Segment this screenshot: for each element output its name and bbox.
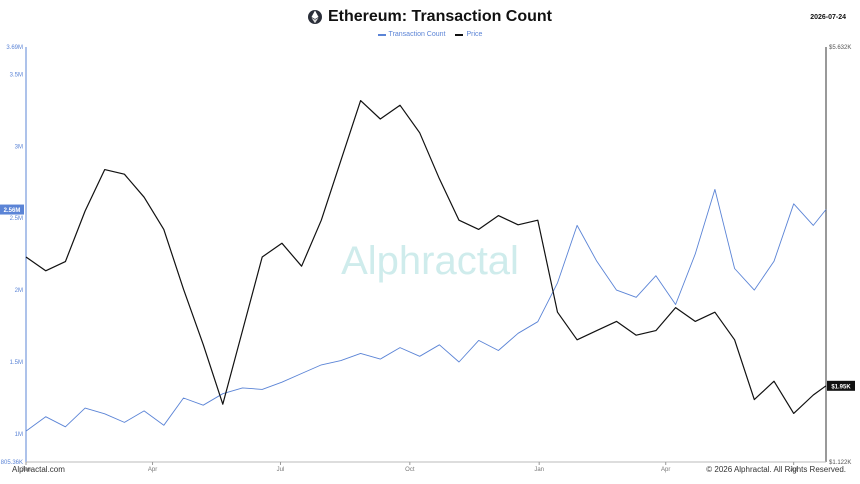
axes	[25, 47, 827, 463]
y-left-tick-label: 2M	[15, 288, 23, 294]
legend-item-transactions[interactable]: Transaction Count	[377, 31, 446, 38]
current-value-label-right: $1.95K	[831, 384, 851, 390]
footer-copyright: © 2026 Alphractal. All Rights Reserved.	[706, 465, 846, 474]
series-line-transactions[interactable]	[25, 188, 827, 432]
legend-swatch-price	[455, 33, 464, 36]
legend-label-transactions: Transaction Count	[388, 31, 446, 38]
watermark-text: Alphractal	[341, 239, 519, 283]
y-right-tick-label: $5.632K	[829, 45, 851, 51]
x-tick-label: Jan	[21, 467, 31, 473]
y-left-tick-label: 2.5M	[10, 216, 23, 222]
x-tick-label: Jan	[534, 467, 544, 473]
legend-swatch-transactions	[377, 33, 386, 36]
chart-title-bar: Ethereum: Transaction Count	[0, 6, 860, 28]
legend-item-price[interactable]: Price	[455, 31, 482, 38]
series-layer	[25, 100, 827, 432]
y-left-tick-label: 3.5M	[10, 72, 23, 78]
x-tick-label: Oct	[405, 467, 415, 473]
y-right-tick-label: $1.122K	[829, 460, 851, 466]
legend-label-price: Price	[466, 31, 483, 38]
y-left-tick-label: 3M	[15, 144, 23, 150]
y-left-tick-label: 1M	[15, 432, 23, 438]
current-value-label-left: 2.56M	[4, 208, 21, 214]
y-left-tick-label: 1.5M	[10, 360, 23, 366]
date-stamp: 2026-07-24	[810, 14, 846, 21]
legend: Transaction Count Price	[0, 31, 860, 38]
axis-labels: Jan Apr Jul Oct Jan Apr Jul 805.36K 1M 1.5M 2M 2.5M…	[0, 45, 855, 473]
x-tick-label: Apr	[148, 467, 157, 473]
footer-source: Alphractal.com	[12, 465, 65, 474]
y-left-tick-label: 805.36K	[1, 460, 23, 466]
ethereum-icon	[307, 10, 322, 24]
series-line-price[interactable]	[25, 100, 827, 414]
current-value-badge-left	[0, 204, 24, 215]
x-tick-label: Jul	[277, 467, 285, 473]
current-value-badge-right	[827, 380, 855, 391]
x-tick-label: Jul	[790, 467, 798, 473]
watermark: Alphractal	[341, 239, 519, 283]
x-tick-label: Apr	[661, 467, 670, 473]
chart-title: Ethereum: Transaction Count	[327, 8, 553, 25]
y-left-tick-label: 3.69M	[6, 45, 23, 51]
